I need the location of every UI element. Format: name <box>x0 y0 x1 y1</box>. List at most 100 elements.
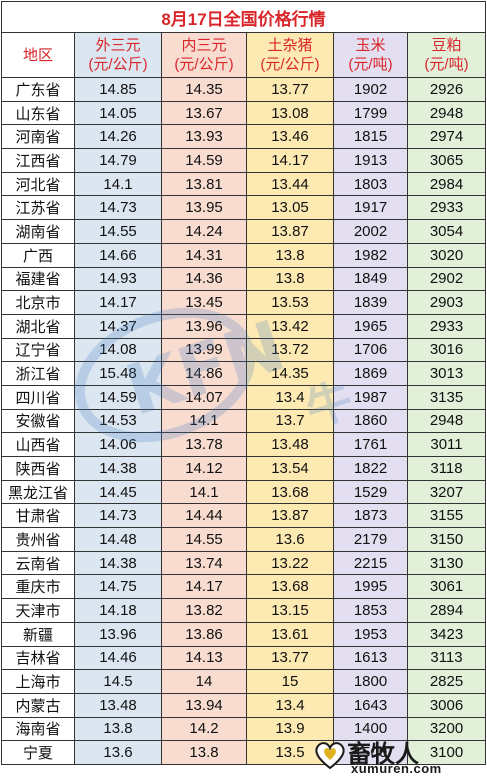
cell-nei-sanyuan: 13.86 <box>161 621 247 647</box>
cell-tuzazhu: 13.54 <box>246 456 334 481</box>
table-row: 安徽省 14.53 14.1 13.7 1860 2948 <box>1 408 486 434</box>
header-region-label: 地区 <box>22 46 53 64</box>
cell-nei-sanyuan: 14 <box>161 669 247 694</box>
cell-wai-sanyuan: 14.66 <box>74 242 162 268</box>
cell-wai-sanyuan: 14.17 <box>74 290 162 315</box>
cell-corn: 2215 <box>333 550 408 576</box>
table-row: 海南省 13.8 14.2 13.9 1400 3200 <box>1 716 486 742</box>
cell-region: 河南省 <box>1 124 75 150</box>
cell-wai-sanyuan: 14.05 <box>74 100 162 126</box>
table-row: 贵州省 14.48 14.55 13.6 2179 3150 <box>1 527 486 552</box>
cell-region: 吉林省 <box>1 645 75 671</box>
cell-soymeal: 3113 <box>407 645 486 671</box>
cell-nei-sanyuan: 14.44 <box>161 503 247 529</box>
cell-wai-sanyuan: 13.48 <box>74 692 162 718</box>
header-nei-unit: (元/公斤) <box>174 56 234 73</box>
cell-wai-sanyuan: 14.85 <box>74 77 162 102</box>
cell-soymeal: 3061 <box>407 574 486 600</box>
cell-soymeal: 2974 <box>407 124 486 150</box>
table-row: 山西省 14.06 13.78 13.48 1761 3011 <box>1 432 486 457</box>
cell-tuzazhu: 13.8 <box>246 242 334 268</box>
cell-region: 江西省 <box>1 148 75 173</box>
cell-region: 安徽省 <box>1 408 75 434</box>
cell-tuzazhu: 13.08 <box>246 100 334 126</box>
cell-wai-sanyuan: 14.93 <box>74 266 162 292</box>
table-row: 上海市 14.5 14 15 1800 2825 <box>1 669 486 694</box>
cell-nei-sanyuan: 14.12 <box>161 456 247 481</box>
cell-corn: 1873 <box>333 503 408 529</box>
cell-soymeal: 2902 <box>407 266 486 292</box>
cell-nei-sanyuan: 14.13 <box>161 645 247 671</box>
cell-region: 湖南省 <box>1 219 75 244</box>
cell-soymeal: 3200 <box>407 716 486 742</box>
cell-nei-sanyuan: 14.59 <box>161 148 247 173</box>
cell-nei-sanyuan: 14.24 <box>161 219 247 244</box>
cell-nei-sanyuan: 14.36 <box>161 266 247 292</box>
cell-soymeal: 3130 <box>407 550 486 576</box>
cell-region: 陕西省 <box>1 456 75 481</box>
table-row: 广西 14.66 14.31 13.8 1982 3020 <box>1 242 486 268</box>
table-row: 北京市 14.17 13.45 13.53 1839 2903 <box>1 290 486 315</box>
cell-nei-sanyuan: 13.93 <box>161 124 247 150</box>
table-row: 福建省 14.93 14.36 13.8 1849 2902 <box>1 266 486 292</box>
cell-wai-sanyuan: 14.26 <box>74 124 162 150</box>
table-row: 湖南省 14.55 14.24 13.87 2002 3054 <box>1 219 486 244</box>
cell-soymeal: 3020 <box>407 242 486 268</box>
cell-tuzazhu: 13.5 <box>246 740 334 765</box>
cell-soymeal: 3135 <box>407 384 486 410</box>
cell-region: 广东省 <box>1 77 75 102</box>
cell-tuzazhu: 13.05 <box>246 195 334 221</box>
header-row: 地区 外三元 (元/公斤) 内三元 (元/公斤) 土杂猪 (元/公斤) 玉米 (元/吨)… <box>1 32 486 78</box>
cell-soymeal: 2894 <box>407 598 486 623</box>
cell-soymeal: 2933 <box>407 313 486 339</box>
cell-tuzazhu: 13.87 <box>246 503 334 529</box>
cell-corn: 1860 <box>333 408 408 434</box>
cell-region: 湖北省 <box>1 313 75 339</box>
title-row: 8月17日全国价格行情 <box>1 1 486 33</box>
cell-soymeal: 3011 <box>407 432 486 457</box>
table-row: 宁夏 13.6 13.8 13.5 1500 3100 <box>1 740 486 765</box>
cell-region: 宁夏 <box>1 740 75 765</box>
table-row: 山东省 14.05 13.67 13.08 1799 2948 <box>1 100 486 126</box>
header-tu-unit: (元/公斤) <box>260 56 320 73</box>
table-row: 吉林省 14.46 14.13 13.77 1613 3113 <box>1 645 486 671</box>
header-wai-label: 外三元 <box>95 37 141 54</box>
cell-nei-sanyuan: 14.35 <box>161 77 247 102</box>
cell-soymeal: 2933 <box>407 195 486 221</box>
cell-corn: 1613 <box>333 645 408 671</box>
cell-tuzazhu: 13.77 <box>246 645 334 671</box>
cell-tuzazhu: 13.61 <box>246 621 334 647</box>
cell-corn: 1822 <box>333 456 408 481</box>
cell-region: 云南省 <box>1 550 75 576</box>
cell-region: 重庆市 <box>1 574 75 600</box>
cell-corn: 1902 <box>333 77 408 102</box>
table-row: 内蒙古 13.48 13.94 13.4 1643 3006 <box>1 692 486 718</box>
cell-region: 辽宁省 <box>1 337 75 363</box>
cell-region: 山东省 <box>1 100 75 126</box>
cell-region: 新疆 <box>1 621 75 647</box>
cell-region: 四川省 <box>1 384 75 410</box>
cell-corn: 1982 <box>333 242 408 268</box>
cell-tuzazhu: 13.48 <box>246 432 334 457</box>
cell-corn: 1529 <box>333 479 408 505</box>
cell-corn: 1853 <box>333 598 408 623</box>
cell-corn: 2179 <box>333 527 408 552</box>
header-soy-label: 豆粕 <box>431 37 462 54</box>
header-corn-label: 玉米 <box>355 37 386 54</box>
cell-soymeal: 3150 <box>407 527 486 552</box>
header-corn-unit: (元/吨) <box>348 56 393 73</box>
cell-wai-sanyuan: 14.38 <box>74 550 162 576</box>
cell-soymeal: 2948 <box>407 100 486 126</box>
table-row: 浙江省 15.48 14.86 14.35 1869 3013 <box>1 361 486 386</box>
cell-soymeal: 3065 <box>407 148 486 173</box>
cell-corn: 1643 <box>333 692 408 718</box>
cell-wai-sanyuan: 14.59 <box>74 384 162 410</box>
cell-region: 贵州省 <box>1 527 75 552</box>
table-row: 四川省 14.59 14.07 13.4 1987 3135 <box>1 384 486 410</box>
header-corn: 玉米 (元/吨) <box>333 32 408 78</box>
cell-wai-sanyuan: 14.1 <box>74 171 162 197</box>
cell-wai-sanyuan: 14.73 <box>74 195 162 221</box>
cell-nei-sanyuan: 14.17 <box>161 574 247 600</box>
cell-tuzazhu: 13.42 <box>246 313 334 339</box>
cell-corn: 1917 <box>333 195 408 221</box>
